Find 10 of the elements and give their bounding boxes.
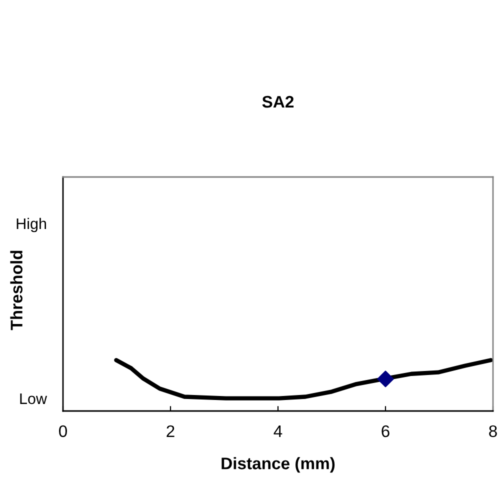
x-tick-label: 6 (382, 425, 390, 438)
text: High (16, 218, 46, 232)
x-tick-label: 2 (166, 425, 174, 437)
text: Low (20, 393, 48, 404)
x-tick-label: 8 (489, 425, 497, 438)
x-tick-label: 0 (59, 425, 67, 438)
y-axis-title: Threshold (10, 250, 22, 330)
chart-title: SA2 (262, 96, 294, 108)
x-axis-title: Distance (mm) (222, 457, 335, 473)
x-tick-label: 4 (274, 426, 282, 437)
